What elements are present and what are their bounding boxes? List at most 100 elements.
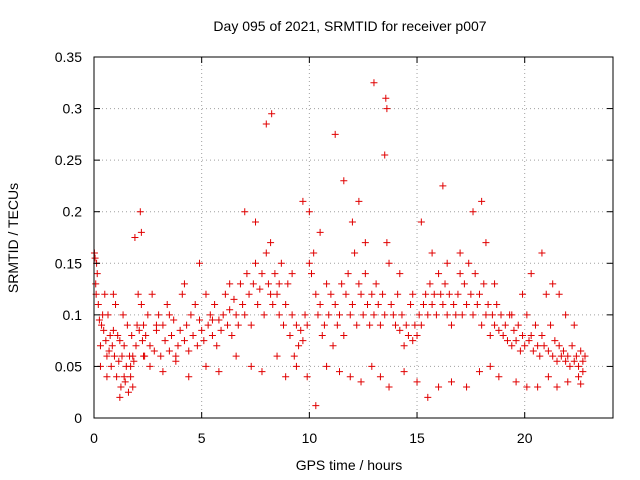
data-point	[478, 197, 486, 205]
data-point	[136, 208, 144, 216]
data-point	[372, 280, 380, 288]
data-point	[447, 321, 455, 329]
data-point	[109, 326, 117, 334]
data-point	[398, 311, 406, 319]
data-point	[376, 373, 384, 381]
data-point	[146, 362, 154, 370]
y-tick-label: 0	[74, 410, 82, 426]
data-point	[150, 347, 158, 355]
data-point	[316, 301, 324, 309]
data-point	[394, 290, 402, 298]
data-point	[495, 373, 503, 381]
data-point	[135, 326, 143, 334]
plot-frame	[93, 56, 614, 419]
data-point	[303, 373, 311, 381]
data-point	[224, 321, 232, 329]
data-point	[467, 290, 475, 298]
data-point	[215, 316, 223, 324]
data-point	[424, 311, 432, 319]
data-point	[217, 326, 225, 334]
data-point	[230, 295, 238, 303]
data-point	[131, 234, 139, 241]
data-point	[245, 290, 253, 298]
y-tick-label: 0.25	[55, 152, 82, 168]
data-point	[211, 301, 219, 309]
data-point	[570, 357, 578, 365]
data-point	[128, 331, 136, 339]
data-point	[385, 383, 393, 391]
data-point	[312, 402, 320, 410]
data-point	[547, 321, 555, 329]
data-point	[577, 347, 585, 355]
y-axis-title: SRMTID / TECUs	[5, 183, 21, 293]
data-point	[385, 259, 393, 267]
data-point	[534, 342, 542, 350]
data-point	[456, 249, 464, 257]
y-tick-label: 0.1	[63, 307, 83, 323]
data-point	[170, 316, 178, 324]
data-point	[284, 280, 292, 288]
data-point	[370, 79, 378, 87]
data-point	[544, 373, 552, 381]
data-point	[101, 290, 109, 298]
data-point	[239, 301, 247, 309]
data-point	[133, 321, 141, 329]
data-point	[465, 259, 473, 267]
data-point	[396, 270, 404, 278]
data-point	[382, 94, 390, 102]
data-point	[146, 342, 154, 350]
data-point	[185, 373, 193, 381]
data-point	[355, 197, 363, 205]
data-point	[273, 290, 281, 298]
data-point	[93, 270, 101, 278]
data-point	[159, 368, 167, 376]
x-tick-label: 10	[302, 430, 318, 446]
data-point	[383, 239, 391, 247]
data-point	[538, 331, 546, 339]
data-point	[140, 321, 148, 329]
data-point	[527, 270, 535, 278]
data-point	[536, 352, 544, 360]
data-point	[439, 182, 447, 190]
data-point	[475, 290, 483, 298]
data-point	[566, 362, 574, 370]
data-point	[381, 311, 389, 319]
data-point	[469, 311, 477, 319]
data-point	[402, 321, 410, 329]
data-point	[383, 105, 391, 113]
data-point	[553, 357, 561, 365]
data-point	[368, 290, 376, 298]
data-point	[116, 393, 124, 401]
data-point	[572, 352, 580, 360]
y-tick-label: 0.3	[63, 101, 83, 117]
data-point	[187, 311, 195, 319]
data-point	[387, 301, 395, 309]
data-point	[346, 373, 354, 381]
y-tick-label: 0.15	[55, 255, 82, 271]
data-point	[551, 337, 559, 345]
data-point	[275, 280, 283, 288]
y-tick-label: 0.05	[55, 358, 82, 374]
data-point	[232, 352, 240, 360]
data-point	[456, 270, 464, 278]
data-point	[124, 388, 132, 396]
data-point	[475, 368, 483, 376]
data-point	[426, 280, 434, 288]
data-point	[488, 311, 496, 319]
data-point	[443, 259, 451, 267]
data-point	[525, 337, 533, 345]
data-point	[544, 347, 552, 355]
data-point	[512, 337, 520, 345]
data-point	[499, 331, 507, 339]
data-point	[463, 301, 471, 309]
data-point	[252, 218, 260, 226]
data-point	[168, 331, 176, 339]
data-point	[316, 228, 324, 236]
data-point	[435, 270, 443, 278]
data-point	[351, 249, 359, 257]
data-point	[381, 151, 389, 159]
data-point	[355, 280, 363, 288]
x-tick-label: 0	[90, 430, 98, 446]
data-point	[185, 347, 193, 355]
data-point	[258, 270, 266, 278]
